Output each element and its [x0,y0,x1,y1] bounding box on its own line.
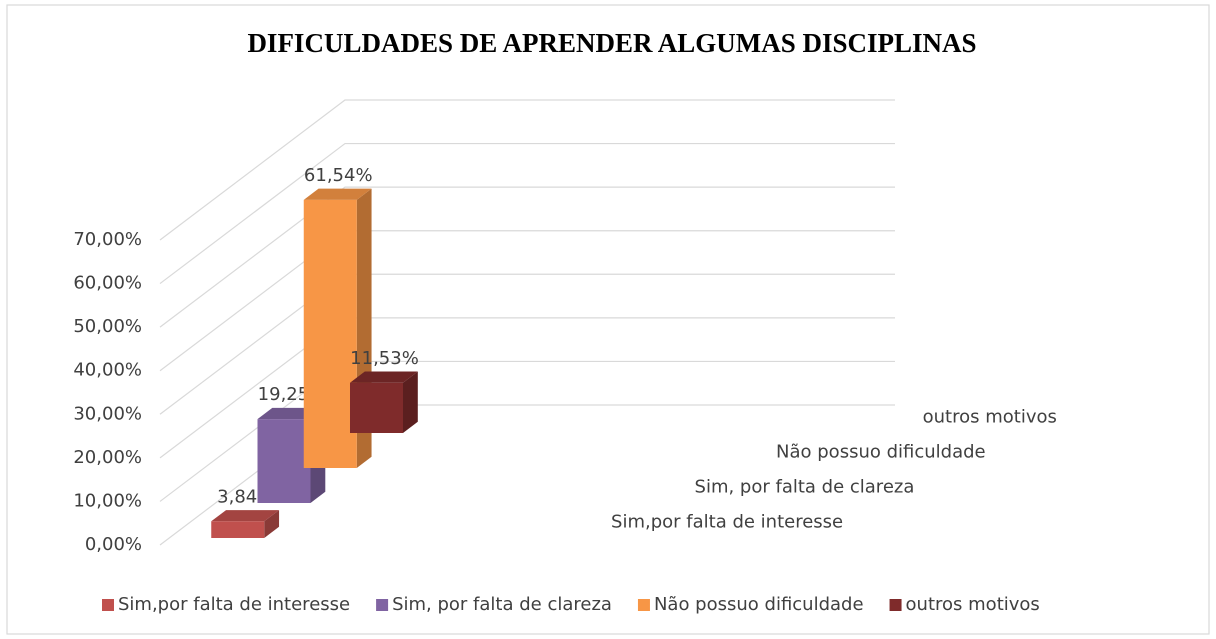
legend-swatch [637,599,650,611]
legend-label: Sim,por falta de interesse [118,594,350,615]
y-tick-label: 60,00% [73,273,142,294]
data-label: 11,53% [350,348,419,369]
legend-label: outros motivos [906,594,1040,615]
y-tick-label: 10,00% [73,490,142,511]
depth-axis-label: Não possuo dificuldade [776,442,986,463]
bar-front [257,419,311,503]
grid-line [159,142,895,285]
depth-axis-label: outros motivos [923,407,1057,428]
bar-top [350,371,418,383]
data-label: 61,54% [304,165,373,186]
y-tick-label: 0,00% [85,534,142,555]
bar-front [211,521,265,538]
legend-label: Não possuo dificuldade [654,594,864,615]
grid-line [159,99,895,241]
y-tick-label: 20,00% [73,447,142,468]
chart-title: DIFICULDADES DE APRENDER ALGUMAS DISCIPL… [247,28,976,58]
bar-side [403,371,418,433]
chart-frame [6,4,1210,635]
bar-top [303,188,372,200]
bar [350,371,418,433]
y-tick-label: 50,00% [73,316,142,337]
legend-label: Sim, por falta de clareza [392,594,612,615]
bar-front [303,199,357,468]
y-tick-label: 30,00% [73,403,142,424]
bar [211,510,280,538]
bar-front [350,382,403,433]
y-tick-label: 40,00% [73,360,142,381]
depth-axis-label: Sim, por falta de clareza [695,477,915,498]
legend-swatch [889,599,902,611]
grid-line [159,186,895,328]
legend-swatch [102,599,114,611]
bar-side [264,510,280,538]
legend-swatch [376,599,389,611]
y-tick-label: 70,00% [73,229,142,250]
depth-axis-label: Sim,por falta de interesse [611,512,843,533]
bar-top [211,510,280,522]
